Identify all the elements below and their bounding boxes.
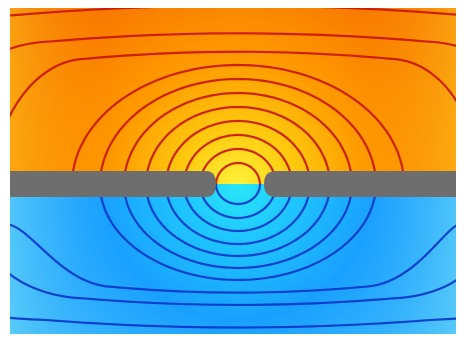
hot-region [10,8,456,185]
cold-side-glow [10,184,456,334]
barrier-plate [10,171,456,197]
hot-contour-5 [144,105,332,185]
cold-contour-7 [98,184,378,282]
cold-contour-8 [10,223,456,294]
cold-contour-3 [182,184,294,233]
hot-contour-6 [122,91,354,185]
hot-contour-4 [164,119,312,185]
hot-contour-10 [10,32,456,50]
cold-region [10,184,456,334]
cold-contour-4 [164,184,312,246]
barrier-left [10,171,216,197]
hot-contour-9 [10,50,456,119]
cold-contour-9 [10,272,456,307]
hot-contour-2 [198,147,278,185]
cold-contour-1 [214,184,262,206]
hot-contour-3 [182,133,294,185]
cold-contour-2 [198,184,278,220]
cold-contour-10 [10,316,456,329]
cold-contour-6 [122,184,354,270]
barrier-right [264,171,456,197]
hot-contour-8 [70,63,406,185]
cold-contour-5 [144,184,332,258]
hot-contour-7 [98,77,378,185]
hot-contour-1 [214,161,262,185]
